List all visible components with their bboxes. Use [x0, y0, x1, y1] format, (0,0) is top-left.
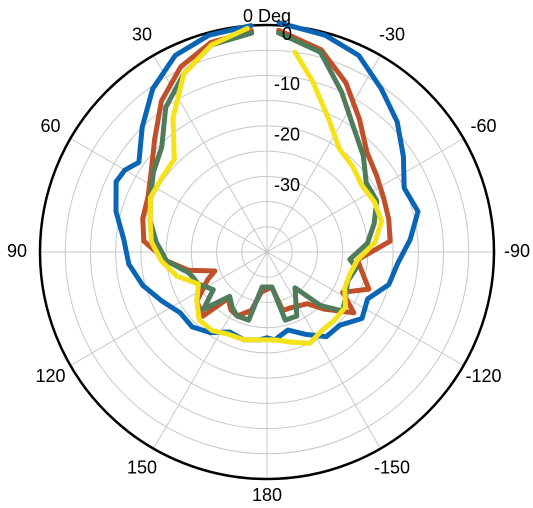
grid-spoke	[153, 251, 268, 449]
grid-spoke	[153, 55, 268, 253]
radial-tick-label: -10	[274, 74, 300, 94]
angle-tick-label: -120	[465, 366, 501, 386]
series-line-4	[147, 25, 384, 346]
angle-tick-label: -150	[374, 457, 410, 477]
angle-tick-label: -30	[379, 24, 405, 44]
grid-spoke	[266, 138, 464, 253]
angle-labels: 0 Deg 30 -30 60 -60 90 -90 120 -120 150 -150 180	[7, 6, 530, 505]
radial-tick-label: -20	[274, 125, 300, 145]
outer-ring	[38, 23, 496, 481]
radial-tick-label: 0	[282, 24, 292, 44]
angle-tick-label: 150	[127, 457, 157, 477]
radial-tick-label: -30	[274, 175, 300, 195]
grid-spoke	[266, 55, 381, 253]
grid-spoke	[70, 138, 268, 253]
angle-tick-label: 0 Deg	[243, 6, 291, 26]
angle-tick-label: -60	[470, 116, 496, 136]
polar-grid	[38, 23, 496, 481]
angle-tick-label: 90	[7, 241, 27, 261]
series-layer	[113, 20, 421, 346]
angle-tick-label: 30	[132, 24, 152, 44]
radial-labels: 0 -10 -20 -30	[274, 24, 300, 195]
angle-tick-label: -90	[504, 241, 530, 261]
grid-spoke	[266, 251, 381, 449]
angle-tick-label: 180	[252, 485, 282, 505]
grid-spoke	[70, 251, 268, 366]
angle-tick-label: 60	[40, 116, 60, 136]
angle-tick-label: 120	[35, 366, 65, 386]
